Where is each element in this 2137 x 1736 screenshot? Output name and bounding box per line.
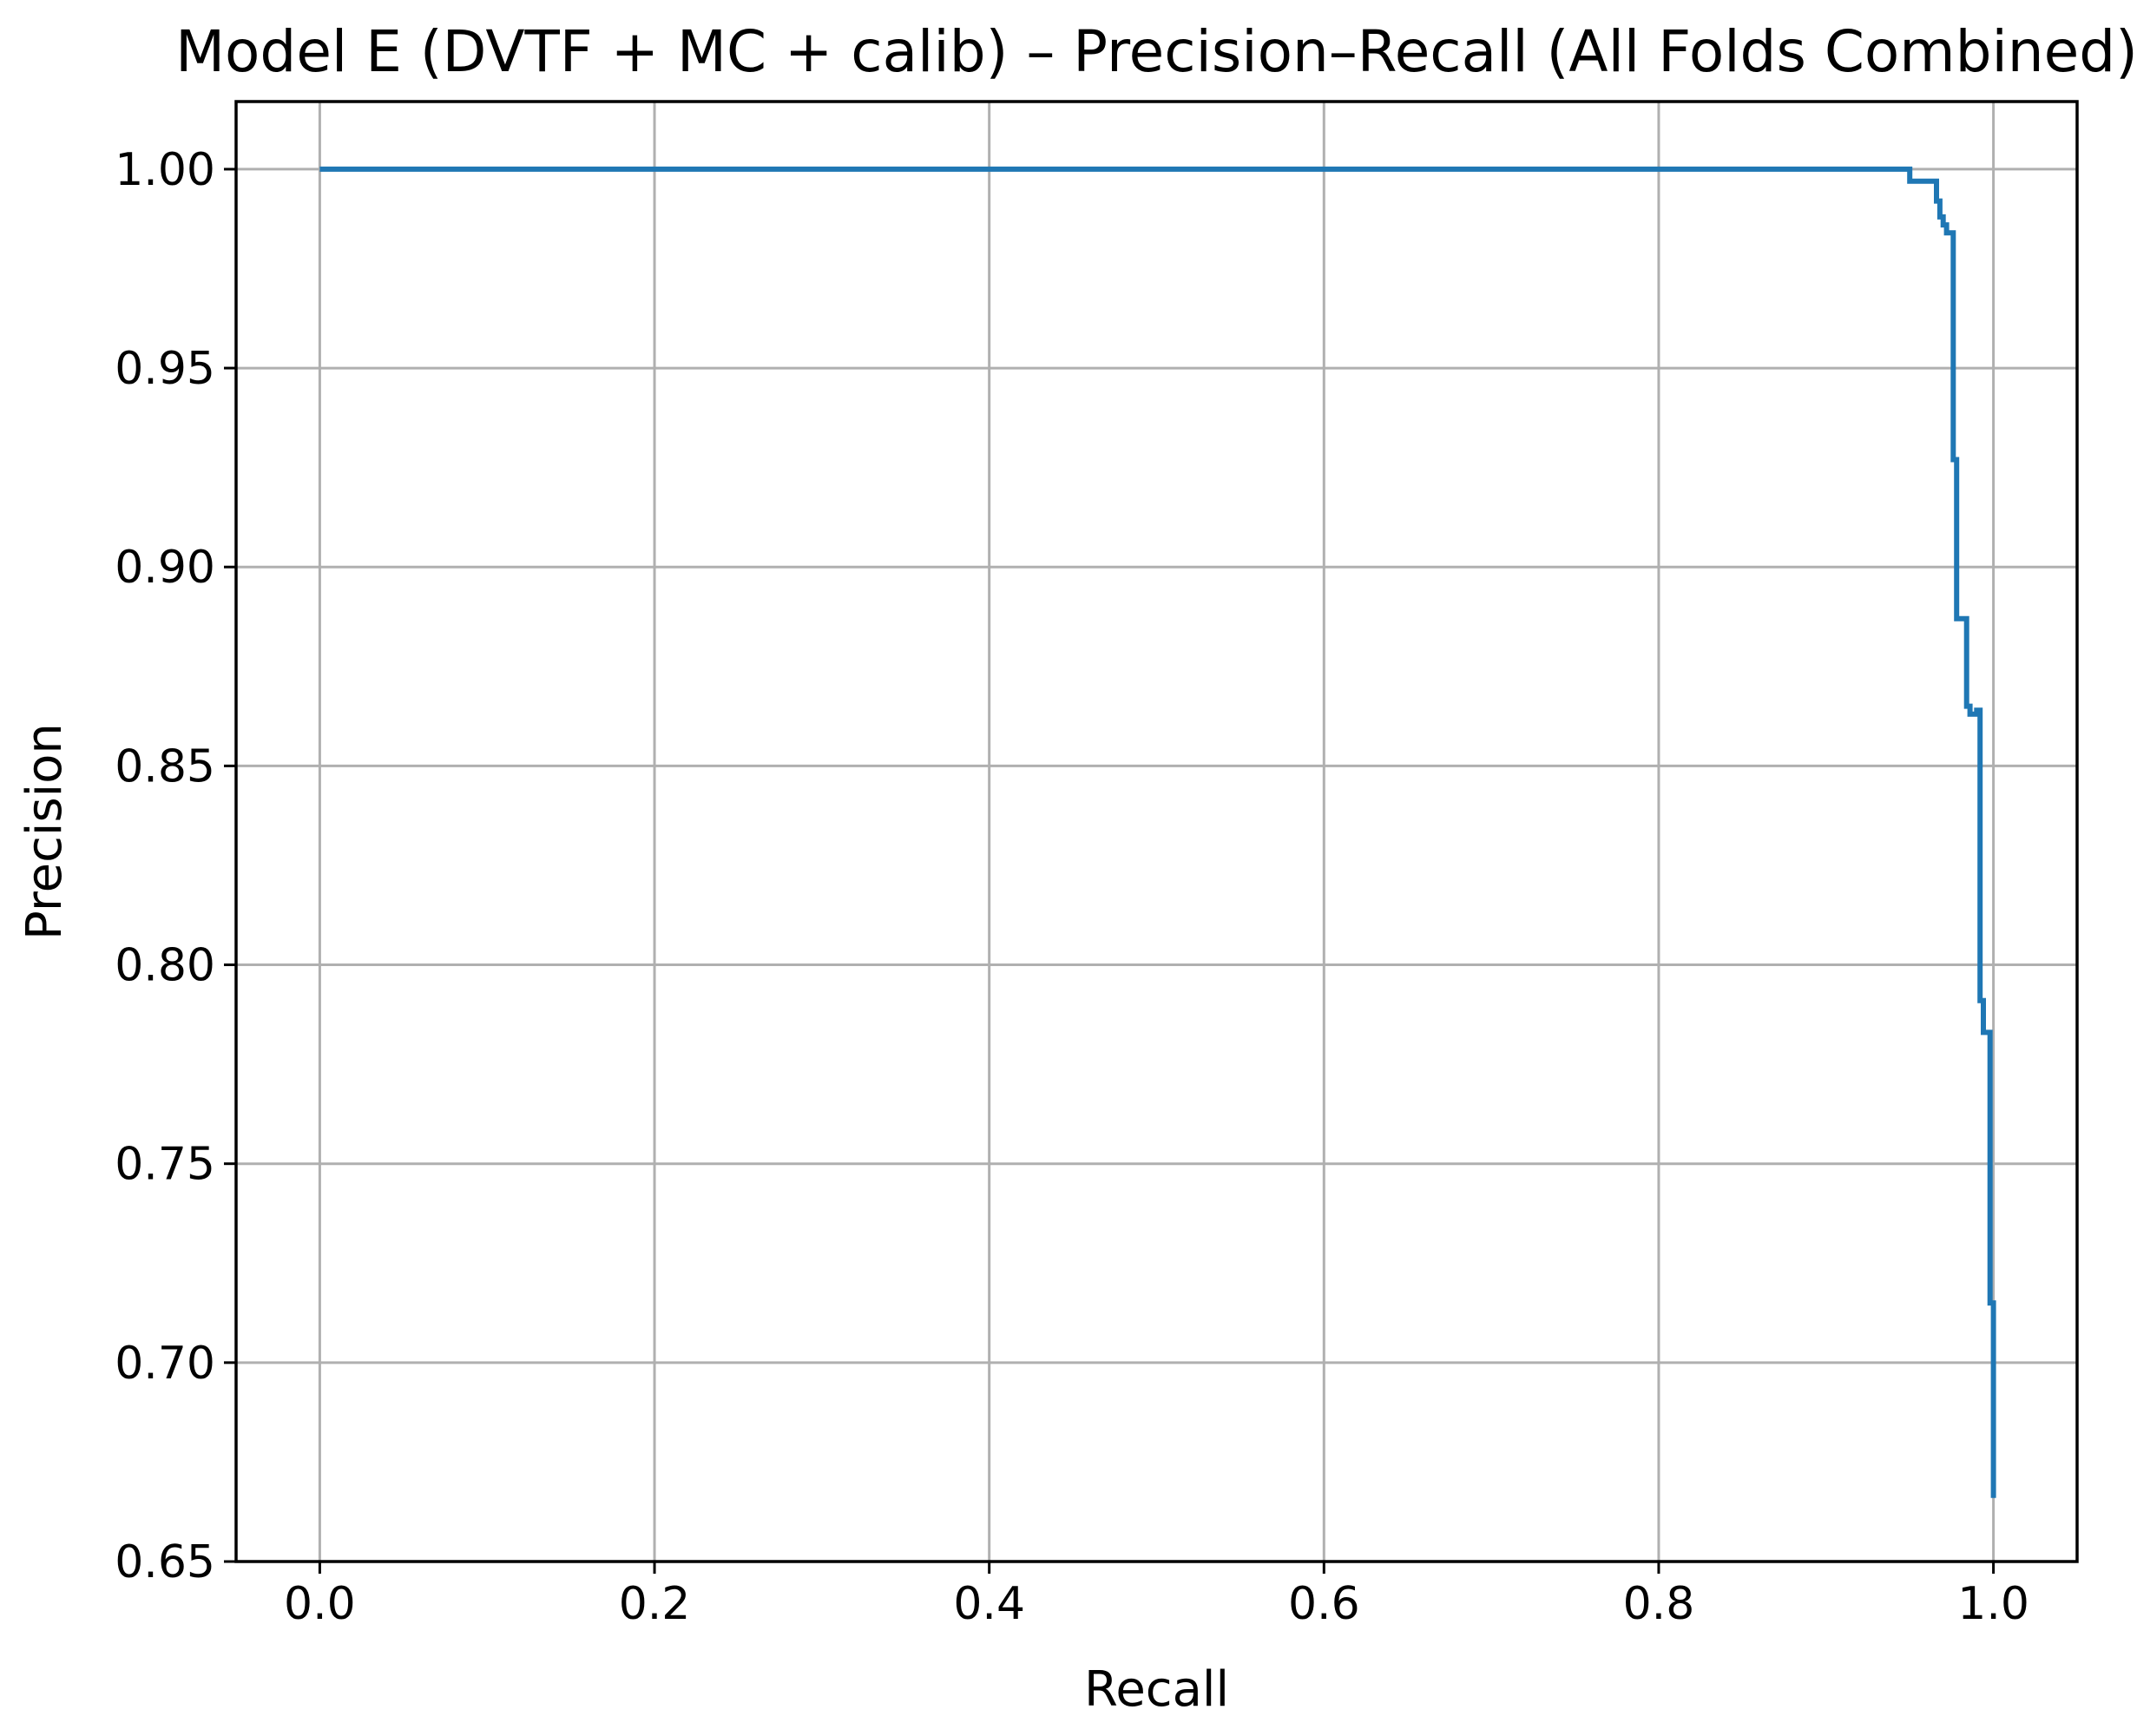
y-axis-label: Precision: [16, 723, 73, 940]
x-tick-label: 0.6: [1288, 1578, 1360, 1630]
y-tick-label: 0.70: [115, 1338, 215, 1390]
plot-frame: [234, 100, 2079, 1563]
y-tick-label: 0.85: [115, 740, 215, 792]
series-layer: [319, 166, 1996, 1498]
x-axis-label: Recall: [1084, 1661, 1229, 1718]
y-tick-label: 0.75: [115, 1139, 215, 1191]
x-tick-label: 0.8: [1623, 1578, 1695, 1630]
y-tick-label: 0.65: [115, 1536, 215, 1588]
x-tick-label: 1.0: [1957, 1578, 2029, 1630]
chart-title: Model E (DVTF + MC + calib) – Precision–…: [175, 18, 2137, 85]
precision-recall-curve: [319, 166, 1996, 1498]
x-tick-label: 0.2: [619, 1578, 691, 1630]
x-tick-label: 0.0: [284, 1578, 356, 1630]
x-tick-label: 0.4: [953, 1578, 1025, 1630]
y-tick-label: 0.80: [115, 940, 215, 992]
y-tick-label: 1.00: [115, 144, 215, 196]
y-tick-label: 0.90: [115, 542, 215, 594]
axis-ticks: 0.0 0.2 0.4 0.6 0.8 1.0 0.65 0.70 0.75 0.80 0.85 0.…: [115, 144, 2029, 1630]
y-tick-label: 0.95: [115, 343, 215, 395]
